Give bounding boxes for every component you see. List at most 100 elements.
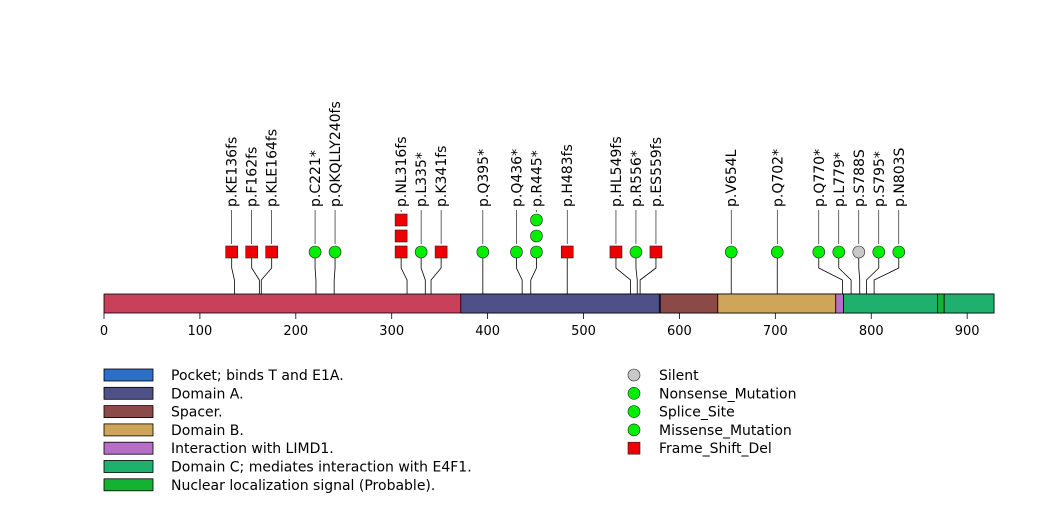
legend-label-pocket-binds-t-and-e1a: Pocket; binds T and E1A. — [171, 368, 344, 384]
marker-p-ke136fs-1 — [225, 245, 238, 259]
stem-p-q770 — [818, 252, 843, 294]
stem-p-l779 — [838, 252, 852, 294]
legend-label-interaction-with-limd1: Interaction with LIMD1. — [171, 441, 334, 457]
stem-p-r445 — [530, 252, 537, 294]
mutation-label-p-k341fs: p.K341fs — [434, 146, 450, 207]
mutation-label-p-q436: p.Q436* — [509, 149, 525, 207]
mutation-label-p-f162fs: p.F162fs — [245, 147, 261, 207]
tick-label-600: 600 — [667, 324, 692, 339]
legend-type-silent: Silent — [659, 368, 699, 384]
stem-p-n803s — [873, 252, 900, 294]
marker-p-es559fs-1 — [649, 245, 663, 259]
legend-marker-missense-mutation — [627, 423, 641, 437]
marker-p-s795-1 — [872, 245, 886, 259]
legend-label-domain-c-mediates-interaction-with-e4f1: Domain C; mediates interaction with E4F1… — [171, 460, 472, 476]
legend-type-nonsense-mutation: Nonsense_Mutation — [659, 386, 796, 402]
legend-swatch-interaction-with-limd1 — [103, 441, 154, 455]
tick-label-500: 500 — [571, 324, 596, 339]
marker-p-l779-1 — [832, 245, 846, 259]
legend-swatch-domain-c-mediates-interaction-with-e4f1 — [103, 460, 154, 473]
stem-p-hl549fs — [615, 252, 631, 294]
mutation-label-p-l779: p.L779* — [832, 152, 848, 207]
legend-label-nuclear-localization-signal-probable: Nuclear localization signal (Probable). — [171, 478, 435, 494]
marker-p-n803s-1 — [892, 245, 906, 259]
mutation-labels: p.KE136fs p.F162fs p.KLE164fs p.C221* p.QKQL… — [225, 101, 908, 207]
stem-p-r556 — [635, 252, 638, 294]
mutation-markers — [225, 213, 906, 259]
marker-p-q702-1 — [770, 245, 784, 259]
domain-interaction-with-limd1 — [835, 293, 844, 314]
legend-swatch-domain-b — [103, 423, 154, 437]
legend-type-missense-mutation: Missense_Mutation — [659, 423, 792, 439]
domain-spacer — [659, 293, 719, 314]
mutation-label-p-hl549fs: p.HL549fs — [609, 136, 625, 207]
mutation-label-p-h483fs: p.H483fs — [560, 144, 576, 207]
mutation-label-p-l335: p.L335* — [414, 152, 430, 207]
mutation-stems — [231, 210, 900, 294]
marker-p-kle164fs-1 — [265, 245, 278, 259]
stem-p-q436 — [516, 252, 523, 294]
marker-p-l335-1 — [414, 245, 428, 259]
marker-p-qkqlly240fs-1 — [328, 245, 342, 259]
legend-label-domain-a: Domain A. — [171, 386, 244, 402]
mutation-label-p-qkqlly240fs: p.QKQLLY240fs — [328, 101, 344, 207]
stem-p-kle164fs — [260, 252, 273, 294]
domain-domain-a — [460, 293, 660, 314]
mutation-label-p-c221: p.C221* — [308, 150, 324, 207]
stem-p-k341fs — [430, 252, 442, 294]
marker-p-h483fs-1 — [560, 245, 574, 259]
legend-swatch-spacer — [103, 405, 154, 419]
tick-label-0: 0 — [100, 324, 108, 339]
domain-legend: Pocket; binds T and E1A. Domain A. Spacer.… — [103, 368, 472, 494]
domain-nuclear-localization-signal-probable — [937, 293, 945, 314]
marker-p-r445-3 — [530, 213, 543, 227]
legend-swatch-domain-a — [103, 386, 154, 400]
mutation-label-p-q770: p.Q770* — [812, 149, 828, 207]
legend-swatch-pocket-binds-t-and-e1a — [103, 368, 154, 382]
marker-p-s788s-1 — [852, 245, 866, 259]
mutation-label-p-s795: p.S795* — [872, 151, 888, 207]
tick-label-800: 800 — [859, 324, 884, 339]
legend-marker-nonsense-mutation — [627, 386, 641, 400]
protein-bar — [103, 293, 995, 314]
mutation-label-p-nl316fs: p.NL316fs — [394, 136, 410, 207]
marker-p-r445-1 — [530, 245, 543, 259]
legend-marker-splice-site — [627, 405, 641, 418]
domain-domain-c-mediates-interaction-with-e4f1 — [843, 293, 995, 314]
mutation-type-legend: Silent Nonsense_Mutation Splice_Site Missen… — [627, 368, 796, 457]
domain-domain-b — [717, 293, 837, 314]
marker-p-nl316fs-2 — [394, 229, 408, 243]
marker-p-r445-2 — [530, 229, 543, 243]
marker-p-q395-1 — [476, 245, 490, 259]
legend-swatch-nuclear-localization-signal-probable — [103, 478, 154, 492]
marker-p-nl316fs-1 — [394, 245, 408, 259]
tick-label-700: 700 — [763, 324, 788, 339]
mutation-label-p-q395: p.Q395* — [476, 149, 492, 207]
marker-p-q436-1 — [510, 245, 523, 259]
mutation-label-p-kle164fs: p.KLE164fs — [265, 129, 281, 207]
marker-p-k341fs-1 — [434, 245, 448, 259]
stem-p-ke136fs — [231, 252, 235, 294]
mutation-label-p-ke136fs: p.KE136fs — [225, 137, 241, 207]
mutation-label-p-v654l: p.V654L — [724, 149, 740, 207]
tick-label-900: 900 — [955, 324, 980, 339]
mutation-label-p-r556: p.R556* — [629, 150, 645, 207]
legend-label-spacer: Spacer. — [171, 405, 223, 421]
marker-p-f162fs-1 — [245, 245, 258, 259]
marker-p-r556-1 — [629, 245, 643, 259]
stem-p-s795 — [866, 252, 880, 294]
mutation-label-p-q702: p.Q702* — [770, 149, 786, 207]
stem-p-c221 — [314, 252, 317, 294]
legend-type-splice-site: Splice_Site — [659, 405, 735, 421]
stem-p-qkqlly240fs — [333, 252, 336, 294]
mutation-label-p-n803s: p.N803S — [892, 147, 908, 207]
stem-p-s788s — [858, 252, 861, 294]
x-axis: 0 100 200 300 400 500 600 700 800 900 — [100, 313, 980, 339]
mutation-label-p-r445: p.R445* — [529, 150, 545, 207]
stem-p-es559fs — [639, 252, 657, 294]
marker-p-hl549fs-1 — [609, 245, 623, 259]
legend-type-frame-shift-del: Frame_Shift_Del — [659, 441, 772, 457]
legend-marker-silent — [627, 368, 641, 382]
marker-p-v654l-1 — [724, 245, 738, 259]
stem-p-l335 — [420, 252, 426, 294]
